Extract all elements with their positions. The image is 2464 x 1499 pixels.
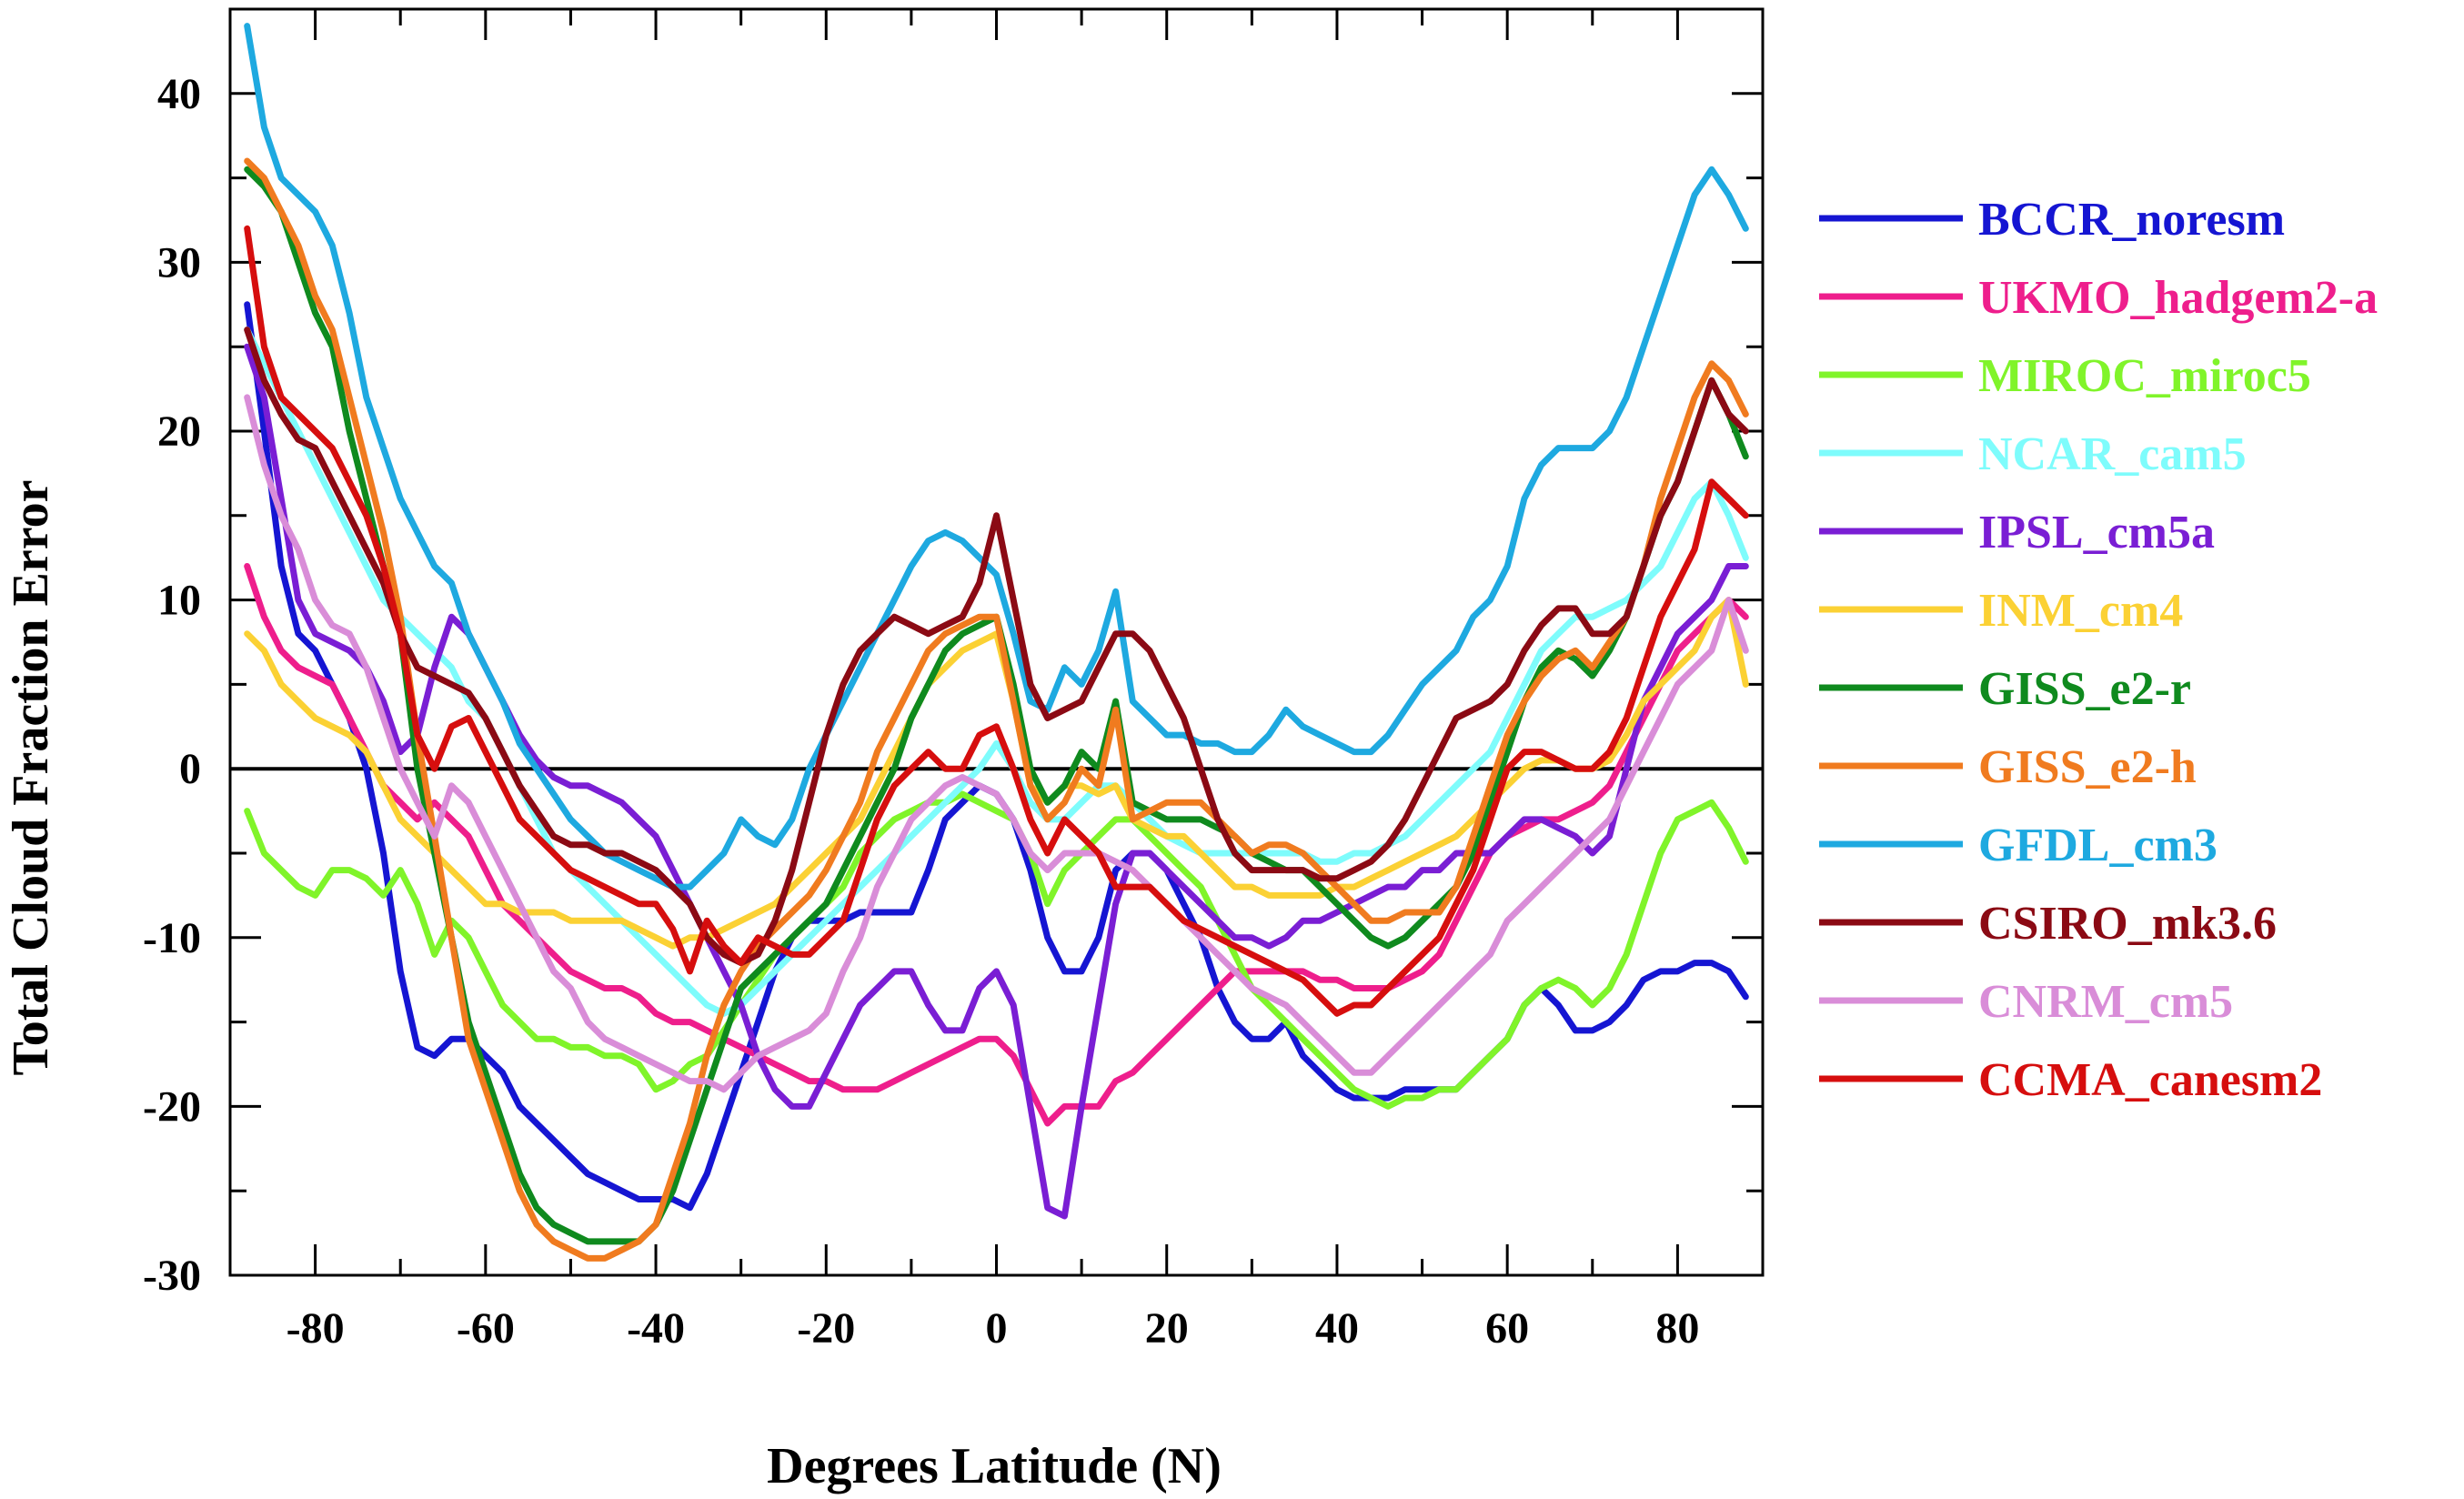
- y-tick-label: -30: [143, 1252, 201, 1300]
- y-tick-label: 20: [157, 407, 201, 456]
- x-tick-label: -40: [627, 1304, 685, 1353]
- series-line: [244, 225, 1749, 1017]
- x-tick-label: 20: [1145, 1304, 1189, 1353]
- x-tick-label: 60: [1485, 1304, 1529, 1353]
- series-line: [244, 790, 1749, 1110]
- legend-label: CCMA_canesm2: [1978, 1054, 2322, 1106]
- series-line: [244, 23, 1749, 890]
- x-tick-label: -20: [797, 1304, 855, 1353]
- x-tick-label: 0: [986, 1304, 1008, 1353]
- x-tick-label: 80: [1655, 1304, 1699, 1353]
- y-tick-label: 30: [157, 238, 201, 287]
- legend-label: GISS_e2-h: [1978, 741, 2197, 793]
- x-tick-label: 40: [1315, 1304, 1359, 1353]
- legend-label: MIROC_miroc5: [1978, 350, 2311, 402]
- legend-label: GISS_e2-r: [1978, 663, 2191, 715]
- x-axis-title: Degrees Latitude (N): [767, 1438, 1222, 1494]
- legend-label: INM_cm4: [1978, 585, 2183, 637]
- plot-area: -30 -20 -10 0 10 20 30 40 -80 -60 -40 -20 0 20 40 60 80: [143, 7, 1765, 1353]
- x-tick-label: -80: [287, 1304, 345, 1353]
- y-tick-label: -10: [143, 914, 201, 962]
- y-axis-title: Total Cloud Fraction Error: [3, 480, 59, 1076]
- series-line: [244, 327, 1749, 967]
- legend-label: UKMO_hadgem2-a: [1978, 272, 2378, 324]
- series-line: [244, 343, 1749, 1220]
- legend-label: CNRM_cm5: [1978, 976, 2233, 1028]
- y-tick-label: 10: [157, 577, 201, 625]
- legend: BCCR_noresm UKMO_hadgem2-a MIROC_miroc5 NCA…: [1819, 194, 2378, 1106]
- legend-label: NCAR_cam5: [1978, 428, 2247, 480]
- y-tick-label: 0: [179, 745, 201, 793]
- legend-label: BCCR_noresm: [1978, 194, 2285, 246]
- x-tick-label: -60: [457, 1304, 515, 1353]
- y-tick-label: -20: [143, 1082, 201, 1131]
- y-tick-label: 40: [157, 70, 201, 118]
- legend-label: GFDL_cm3: [1978, 820, 2218, 871]
- series-line: [244, 394, 1749, 1093]
- series-line: [244, 157, 1749, 1262]
- legend-label: IPSL_cm5a: [1978, 507, 2215, 558]
- legend-label: CSIRO_mk3.6: [1978, 898, 2277, 950]
